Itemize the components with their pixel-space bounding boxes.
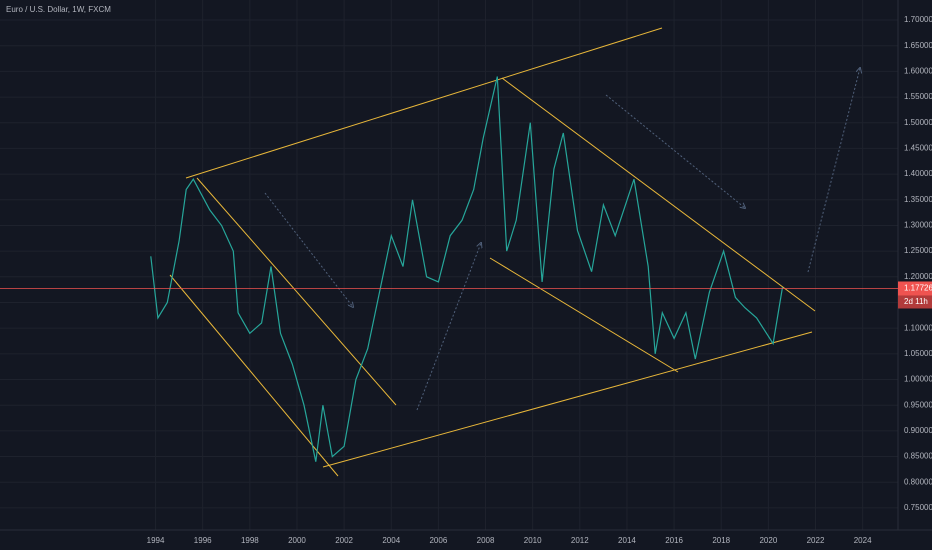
y-tick-label: 1.30000 xyxy=(904,221,932,230)
y-tick-label: 0.90000 xyxy=(904,426,932,435)
y-tick-label: 0.95000 xyxy=(904,400,932,409)
y-tick-label: 1.50000 xyxy=(904,118,932,127)
x-tick-label: 2000 xyxy=(288,536,306,545)
trend-line xyxy=(489,257,679,373)
trend-line xyxy=(169,274,339,477)
y-tick-label: 1.00000 xyxy=(904,375,932,384)
trend-line xyxy=(196,177,397,406)
drawings xyxy=(169,27,860,477)
y-tick-label: 0.75000 xyxy=(904,503,932,512)
trend-line xyxy=(501,77,816,312)
x-tick-label: 1998 xyxy=(241,536,259,545)
y-tick-label: 0.80000 xyxy=(904,477,932,486)
y-tick-label: 0.85000 xyxy=(904,452,932,461)
x-tick-label: 2014 xyxy=(618,536,636,545)
y-tick-label: 1.05000 xyxy=(904,349,932,358)
x-tick-label: 2010 xyxy=(524,536,542,545)
y-tick-label: 1.70000 xyxy=(904,15,932,24)
trend-line xyxy=(322,331,813,468)
y-tick-label: 1.35000 xyxy=(904,195,932,204)
y-tick-label: 1.65000 xyxy=(904,41,932,50)
x-tick-label: 1994 xyxy=(147,536,165,545)
y-tick-label: 1.60000 xyxy=(904,66,932,75)
x-tick-label: 1996 xyxy=(194,536,212,545)
x-tick-label: 2008 xyxy=(477,536,495,545)
arrow xyxy=(264,192,353,307)
grid xyxy=(0,0,898,530)
y-tick-label: 1.45000 xyxy=(904,144,932,153)
countdown-box xyxy=(898,295,932,309)
price-line xyxy=(150,76,784,462)
price-label-box xyxy=(898,281,932,296)
y-tick-label: 1.25000 xyxy=(904,246,932,255)
x-tick-label: 2006 xyxy=(429,536,447,545)
arrow xyxy=(605,94,745,208)
y-tick-label: 1.40000 xyxy=(904,169,932,178)
arrow xyxy=(807,68,860,273)
y-tick-label: 1.10000 xyxy=(904,323,932,332)
x-tick-label: 2004 xyxy=(382,536,400,545)
y-tick-label: 1.20000 xyxy=(904,272,932,281)
x-tick-label: 2022 xyxy=(807,536,825,545)
trend-line xyxy=(185,27,663,179)
arrow xyxy=(416,243,481,411)
x-tick-label: 2024 xyxy=(854,536,872,545)
x-tick-label: 2016 xyxy=(665,536,683,545)
chart-title: Euro / U.S. Dollar, 1W, FXCM xyxy=(6,5,111,14)
x-tick-label: 2002 xyxy=(335,536,353,545)
x-tick-label: 2020 xyxy=(759,536,777,545)
x-tick-label: 2018 xyxy=(712,536,730,545)
x-tick-label: 2012 xyxy=(571,536,589,545)
y-tick-label: 1.55000 xyxy=(904,92,932,101)
price-label: 1.17726 xyxy=(904,284,932,293)
countdown-label: 2d 11h xyxy=(904,297,928,306)
